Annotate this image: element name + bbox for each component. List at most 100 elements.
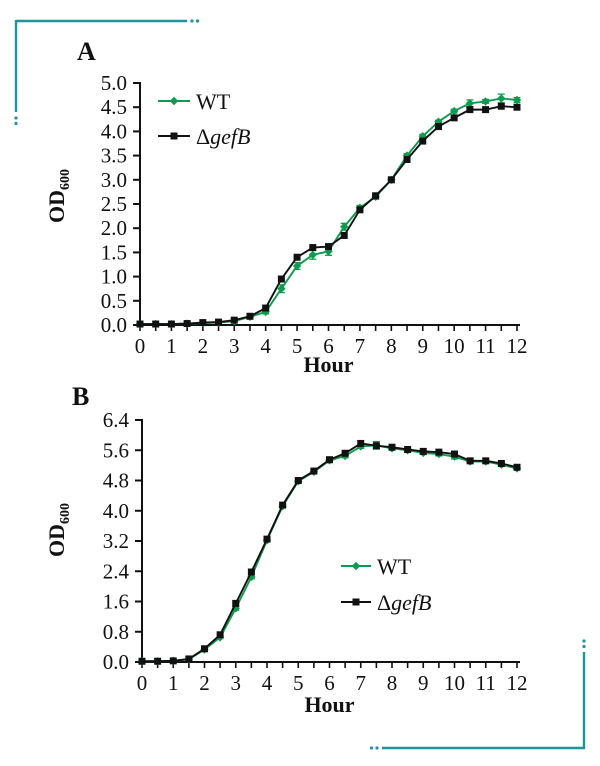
corner-bracket-decorations xyxy=(14,19,586,750)
chart-a-series-gefb-marker-square-icon xyxy=(340,231,348,239)
x-tick-label: 3 xyxy=(229,334,240,358)
x-tick-label: 0 xyxy=(135,334,146,358)
chart-a-series-gefb-marker-square-icon xyxy=(403,155,411,163)
chart-a-series-gefb-marker-square-icon xyxy=(434,123,442,131)
chart-b-series-gefb-marker-square-icon xyxy=(216,631,224,639)
y-tick-label: 1.0 xyxy=(101,265,127,289)
chart-a-series-gefb-marker-square-icon xyxy=(325,243,332,251)
chart-a-series-gefb-marker-square-icon xyxy=(497,102,505,110)
chart-a-series-wt-marker-diamond-icon xyxy=(308,250,317,260)
y-axis-title: OD600 xyxy=(44,503,73,557)
chart-b-series-gefb-marker-square-icon xyxy=(201,645,208,653)
chart-b-series-gefb-marker-square-icon xyxy=(482,457,490,465)
x-tick-label: 5 xyxy=(292,334,303,358)
x-tick-label: 1 xyxy=(166,334,177,358)
x-tick-label: 0 xyxy=(137,671,148,695)
chart-b-series-gefb-marker-square-icon xyxy=(404,445,412,453)
chart-b-series-gefb-marker-square-icon xyxy=(466,457,474,465)
y-tick-label: 2.0 xyxy=(101,216,127,240)
y-tick-label: 4.5 xyxy=(101,95,127,119)
chart-a-series-gefb-marker-square-icon xyxy=(136,320,144,328)
x-tick-label: 2 xyxy=(198,334,209,358)
y-tick-label: 1.5 xyxy=(101,240,127,264)
y-tick-label: 1.6 xyxy=(103,590,129,614)
legend-label: WT xyxy=(196,89,231,114)
chart-b-series-gefb-marker-square-icon xyxy=(388,443,396,451)
chart-b-series-gefb-marker-square-icon xyxy=(341,449,349,457)
y-tick-label: 5.0 xyxy=(101,71,127,95)
chart-a-series-gefb-marker-square-icon xyxy=(293,253,301,261)
legend-label: ΔgefB xyxy=(196,124,250,149)
chart-a-series-gefb-marker-square-icon xyxy=(356,206,364,214)
x-tick-label: 4 xyxy=(260,334,271,358)
x-tick-label: 9 xyxy=(418,671,429,695)
x-tick-label: 10 xyxy=(444,334,465,358)
chart-a-series-gefb-marker-square-icon xyxy=(246,312,254,320)
top-left-bracket-icon xyxy=(14,19,200,126)
x-tick-label: 4 xyxy=(262,671,273,695)
y-tick-label: 4.8 xyxy=(103,469,129,493)
chart-b-series-gefb-marker-square-icon xyxy=(372,442,380,450)
chart-a-series-wt-marker-diamond-icon xyxy=(277,284,286,293)
chart-b-series-gefb-marker-square-icon xyxy=(232,599,240,607)
x-tick-label: 5 xyxy=(293,671,304,695)
legend-marker-square-icon xyxy=(352,598,360,606)
chart-a-series-wt-marker-diamond-icon xyxy=(292,261,302,271)
x-tick-label: 8 xyxy=(386,334,397,358)
chart-a: A0.00.51.01.52.02.53.03.54.04.55.00 1 2 3 4 5… xyxy=(44,37,528,377)
legend-marker-diamond-icon xyxy=(351,561,361,571)
chart-a-series-gefb-marker-square-icon xyxy=(309,244,317,252)
y-tick-label: 6.4 xyxy=(103,408,130,432)
chart-b-series-gefb-marker-square-icon xyxy=(513,463,521,471)
chart-a-series-gefb-marker-square-icon xyxy=(372,192,380,200)
chart-a-series-gefb-marker-square-icon xyxy=(466,106,474,114)
chart-b-series-gefb-marker-square-icon xyxy=(326,456,333,464)
x-tick-label: 11 xyxy=(476,671,496,695)
x-tick-label: 12 xyxy=(507,671,528,695)
chart-b: B0.00.81.62.43.24.04.85.66.40 1 2 3 4 5 6 7 8 9 10… xyxy=(44,382,528,717)
chart-a-series-gefb-marker-square-icon xyxy=(183,320,191,328)
chart-a-series-wt-marker-diamond-icon xyxy=(481,97,490,106)
chart-b-legend: WT ΔgefB xyxy=(341,554,431,615)
chart-a-series-wt-marker-diamond-icon xyxy=(340,222,349,231)
y-tick-label: 0.0 xyxy=(103,650,129,674)
y-tick-label: 0.5 xyxy=(101,289,127,313)
x-tick-label: 3 xyxy=(231,671,242,695)
chart-b-series-gefb-marker-square-icon xyxy=(357,439,365,447)
chart-b-series-gefb-marker-square-icon xyxy=(138,657,146,665)
chart-b-series-gefb-marker-square-icon xyxy=(310,467,318,475)
x-tick-label: 11 xyxy=(475,334,495,358)
panel-label-a: A xyxy=(77,37,96,66)
y-axis-title: OD600 xyxy=(44,169,73,223)
x-tick-label: 9 xyxy=(418,334,429,358)
chart-a-series-wt-marker-diamond-icon xyxy=(512,95,522,105)
chart-b-series-wt-marker-diamond-icon xyxy=(231,604,240,613)
chart-a-axes xyxy=(133,82,520,331)
chart-a-series-gefb-marker-square-icon xyxy=(152,320,160,328)
chart-b-series-gefb-line xyxy=(142,442,518,663)
chart-a-series-gefb-marker-square-icon xyxy=(199,319,207,327)
y-tick-label: 4.0 xyxy=(101,119,127,143)
x-tick-label: 6 xyxy=(323,334,334,358)
chart-a-legend: WT ΔgefB xyxy=(158,89,250,149)
chart-b-series-wt-line xyxy=(142,444,518,663)
chart-a-series-gefb xyxy=(136,102,521,328)
x-tick-label: 7 xyxy=(356,671,367,695)
chart-b-series-gefb-marker-square-icon xyxy=(154,657,162,665)
chart-a-series-wt-marker-diamond-icon xyxy=(465,99,475,108)
chart-b-series-gefb-marker-square-icon xyxy=(419,447,427,455)
chart-a-series-wt-marker-diamond-icon xyxy=(497,94,506,103)
x-tick-label: 1 xyxy=(168,671,179,695)
chart-a-series-gefb-marker-square-icon xyxy=(262,304,270,312)
x-tick-label: 12 xyxy=(507,334,528,358)
chart-b-series-gefb-marker-square-icon xyxy=(435,448,443,456)
chart-a-series-gefb-marker-square-icon xyxy=(482,106,490,114)
y-tick-label: 4.0 xyxy=(103,499,129,523)
x-tick-label: 2 xyxy=(199,671,210,695)
chart-a-series-gefb-marker-square-icon xyxy=(230,316,238,324)
chart-a-series-gefb-marker-square-icon xyxy=(513,103,521,111)
legend-marker-diamond-icon xyxy=(169,96,179,106)
chart-b-series-gefb-marker-square-icon xyxy=(263,535,271,543)
